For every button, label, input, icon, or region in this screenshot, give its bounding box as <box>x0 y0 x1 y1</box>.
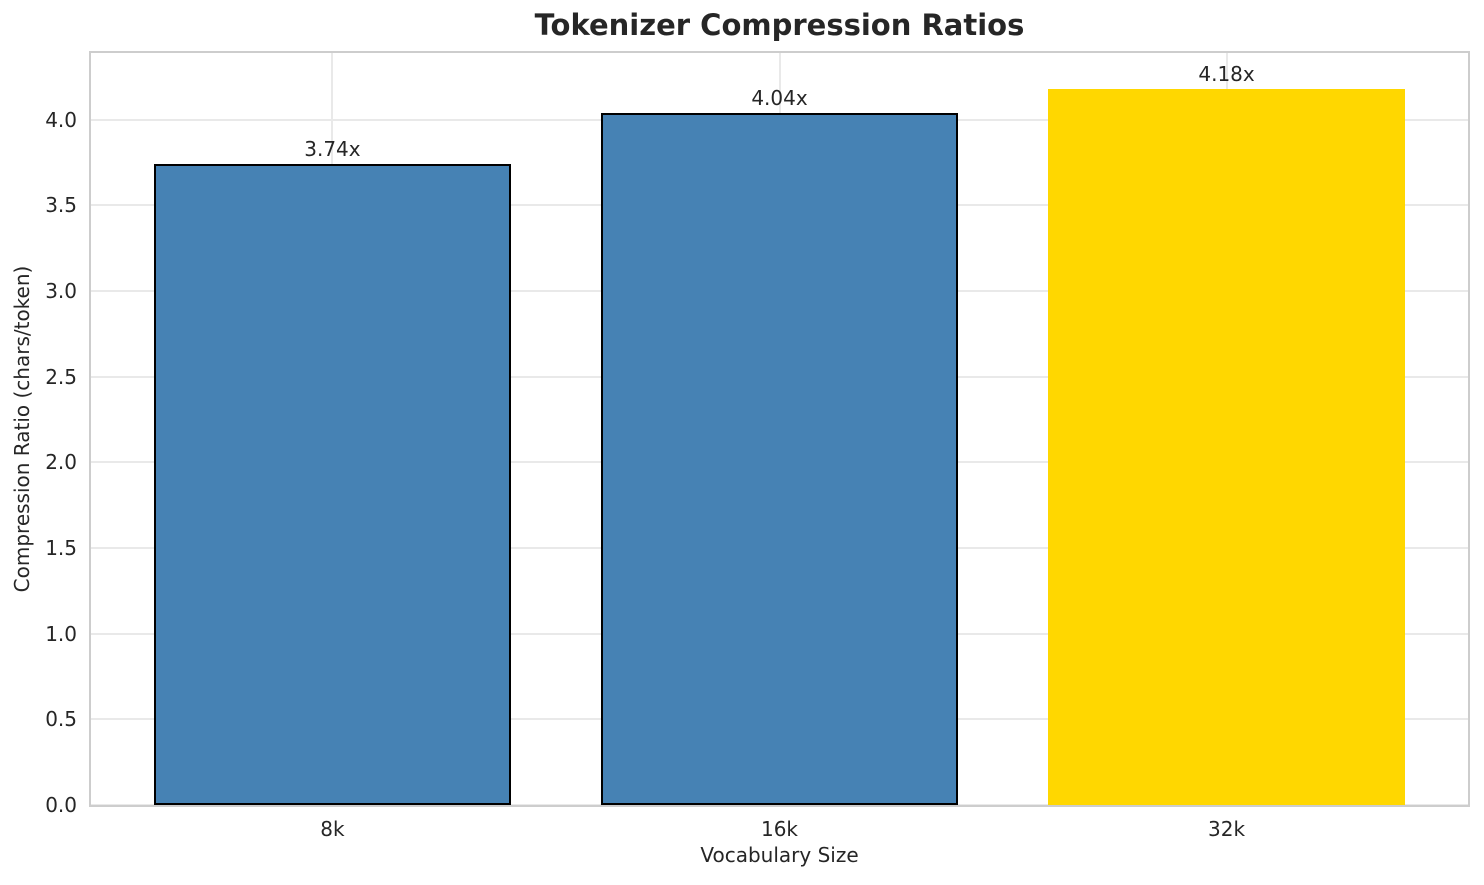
chart-title: Tokenizer Compression Ratios <box>534 8 1025 42</box>
y-tick-label: 3.5 <box>45 193 77 218</box>
bar-value-label: 4.18x <box>1198 61 1255 86</box>
bar-value-label: 4.04x <box>751 85 808 110</box>
y-tick-label: 2.0 <box>45 450 77 475</box>
y-tick-label: 4.0 <box>45 107 77 132</box>
y-tick-label: 2.5 <box>45 364 77 389</box>
bar-32k <box>1047 88 1406 805</box>
y-tick-label: 0.5 <box>45 707 77 732</box>
y-tick-label: 1.0 <box>45 621 77 646</box>
y-tick-label: 3.0 <box>45 279 77 304</box>
y-axis-label: Compression Ratio (chars/token) <box>10 265 34 593</box>
y-tick-label: 0.0 <box>45 793 77 817</box>
bar-8k <box>153 164 512 805</box>
bar-16k <box>600 112 959 805</box>
bar-value-label: 3.74x <box>304 137 361 162</box>
x-tick-label: 16k <box>760 817 799 841</box>
x-tick-label: 8k <box>320 817 345 841</box>
x-tick-label: 32k <box>1208 817 1246 841</box>
x-axis-label: Vocabulary Size <box>700 843 859 867</box>
y-tick-label: 1.5 <box>45 536 77 561</box>
